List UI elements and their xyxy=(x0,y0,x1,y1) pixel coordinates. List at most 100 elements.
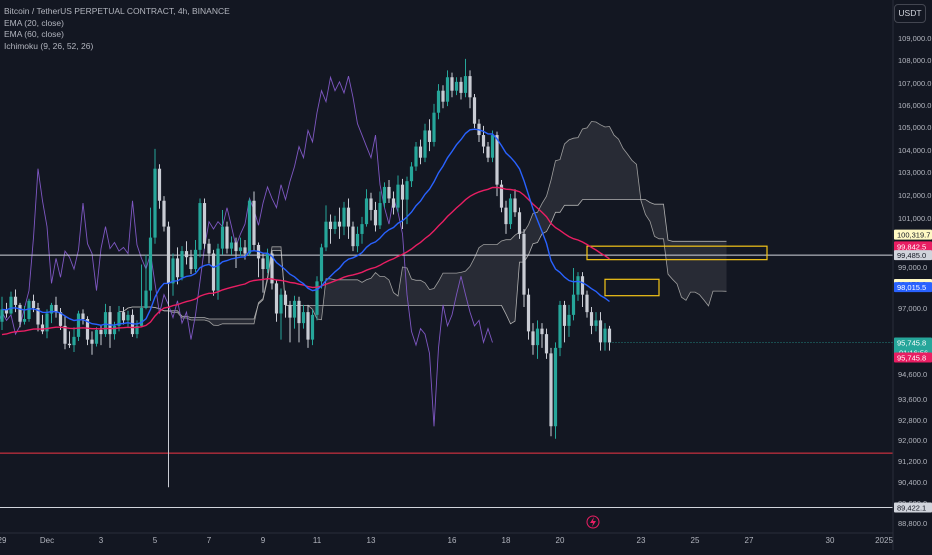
candle-body xyxy=(85,319,90,340)
price-label: 89,422.1 xyxy=(897,503,926,512)
candle-body xyxy=(292,300,297,318)
candle-body xyxy=(315,281,319,315)
price-label-bg xyxy=(894,337,932,358)
zone-box-0 xyxy=(586,245,768,261)
candle-body xyxy=(36,308,40,325)
y-tick-label: 97,000.0 xyxy=(898,304,927,313)
candle-body xyxy=(540,328,544,335)
candle-body xyxy=(400,184,405,200)
price-label: 95,745.8 xyxy=(897,354,926,363)
candle-body xyxy=(189,257,193,270)
indicator-ichimoku[interactable]: Ichimoku (9, 26, 52, 26) xyxy=(4,40,94,51)
candle-body xyxy=(117,312,121,326)
price-label-bg xyxy=(894,502,932,513)
y-tick-label: 93,600.0 xyxy=(898,395,927,404)
candle-body xyxy=(580,276,585,295)
candle-body xyxy=(585,294,589,313)
price-label: 99,842.5 xyxy=(897,242,926,251)
candle-body xyxy=(76,313,81,337)
candle-body xyxy=(247,200,252,254)
candle-body xyxy=(108,312,112,335)
candle-body xyxy=(382,186,387,204)
candle-body xyxy=(139,308,144,326)
candle-body xyxy=(265,253,270,270)
candle-body xyxy=(252,200,256,245)
candle-body xyxy=(90,339,94,344)
candle-body xyxy=(450,77,454,91)
x-tick-label: 16 xyxy=(448,536,457,545)
price-label-bg xyxy=(894,352,932,363)
candle-body xyxy=(220,226,225,249)
candle-body xyxy=(171,258,175,284)
candle-body xyxy=(153,168,157,238)
candle-body xyxy=(360,224,364,234)
candle-body xyxy=(468,76,472,98)
candle-body xyxy=(414,146,418,167)
candle-body xyxy=(175,258,180,278)
candle-body xyxy=(72,336,76,346)
candle-body xyxy=(553,347,558,427)
candle-body xyxy=(198,203,202,250)
y-tick-label: 105,000.0 xyxy=(898,123,931,132)
candle-body xyxy=(567,314,571,326)
y-tick-label: 94,600.0 xyxy=(898,370,927,379)
candle-body xyxy=(180,251,184,278)
candle-body xyxy=(355,233,360,247)
candle-body xyxy=(445,77,450,102)
candle-body xyxy=(391,198,396,208)
candle-body xyxy=(157,168,162,201)
candle-body xyxy=(346,207,351,227)
candle-body xyxy=(148,237,153,291)
candle-body xyxy=(499,184,504,208)
candle-body xyxy=(373,209,378,226)
price-label: 98,015.5 xyxy=(897,283,926,292)
indicator-ema20[interactable]: EMA (20, close) xyxy=(4,17,64,28)
x-tick-label: 27 xyxy=(745,536,754,545)
candle-body xyxy=(207,243,211,254)
candle-body xyxy=(270,253,274,284)
candle-body xyxy=(306,312,310,340)
candle-body xyxy=(549,353,553,427)
candle-body xyxy=(126,314,130,321)
candle-body xyxy=(459,81,463,93)
candle-body xyxy=(607,328,612,343)
y-tick-label: 108,000.0 xyxy=(898,56,931,65)
indicator-ema60[interactable]: EMA (60, close) xyxy=(4,29,64,39)
y-tick-label: 109,000.0 xyxy=(898,34,931,43)
candle-body xyxy=(319,247,324,282)
candle-body xyxy=(472,97,477,124)
candle-body xyxy=(513,198,517,213)
candle-body xyxy=(13,296,18,305)
candle-body xyxy=(45,313,49,332)
x-tick-label: 30 xyxy=(826,536,835,545)
zone-box-1 xyxy=(604,278,660,297)
ichimoku-cloud xyxy=(119,121,727,326)
candle-body xyxy=(49,304,54,314)
candle-body xyxy=(166,226,171,284)
candle-body xyxy=(526,294,531,332)
candle-body xyxy=(396,184,400,208)
candle-body xyxy=(531,331,535,346)
candle-body xyxy=(184,251,189,258)
lightning-icon xyxy=(586,515,600,529)
y-tick-label: 101,000.0 xyxy=(898,214,931,223)
currency-button[interactable]: USDT xyxy=(894,4,926,23)
candle-body xyxy=(576,276,580,295)
candle-body xyxy=(301,312,306,324)
candle-body xyxy=(229,242,234,249)
candle-body xyxy=(337,221,342,227)
y-tick-label: 90,400.0 xyxy=(898,478,927,487)
candle-body xyxy=(261,258,265,270)
y-tick-label: 88,800.0 xyxy=(898,519,927,528)
ichimoku-span-a xyxy=(119,121,727,326)
y-tick-label: 92,000.0 xyxy=(898,436,927,445)
symbol-title[interactable]: Bitcoin / TetherUS PERPETUAL CONTRACT, 4… xyxy=(4,6,230,16)
candle-body xyxy=(333,221,337,230)
x-tick-label: Dec xyxy=(40,536,54,545)
candle-body xyxy=(463,76,468,93)
candle-body xyxy=(441,90,445,102)
price-label-bg xyxy=(894,229,932,240)
price-label-bg xyxy=(894,282,932,293)
